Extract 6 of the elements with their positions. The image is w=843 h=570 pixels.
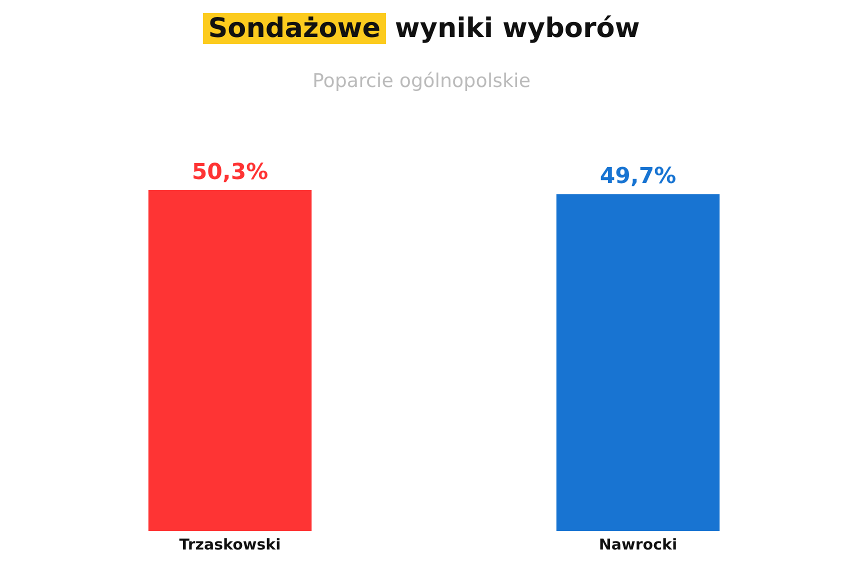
x-tick-label: Nawrocki: [598, 536, 678, 554]
chart-subtitle: Poparcie ogólnopolskie: [311, 70, 532, 92]
x-tick-label: Trzaskowski: [179, 536, 281, 554]
chart-title: Sondażowe wyniki wyborów: [207, 12, 641, 46]
data-label: 49,7%: [600, 164, 676, 190]
data-label: 50,3%: [192, 160, 268, 185]
